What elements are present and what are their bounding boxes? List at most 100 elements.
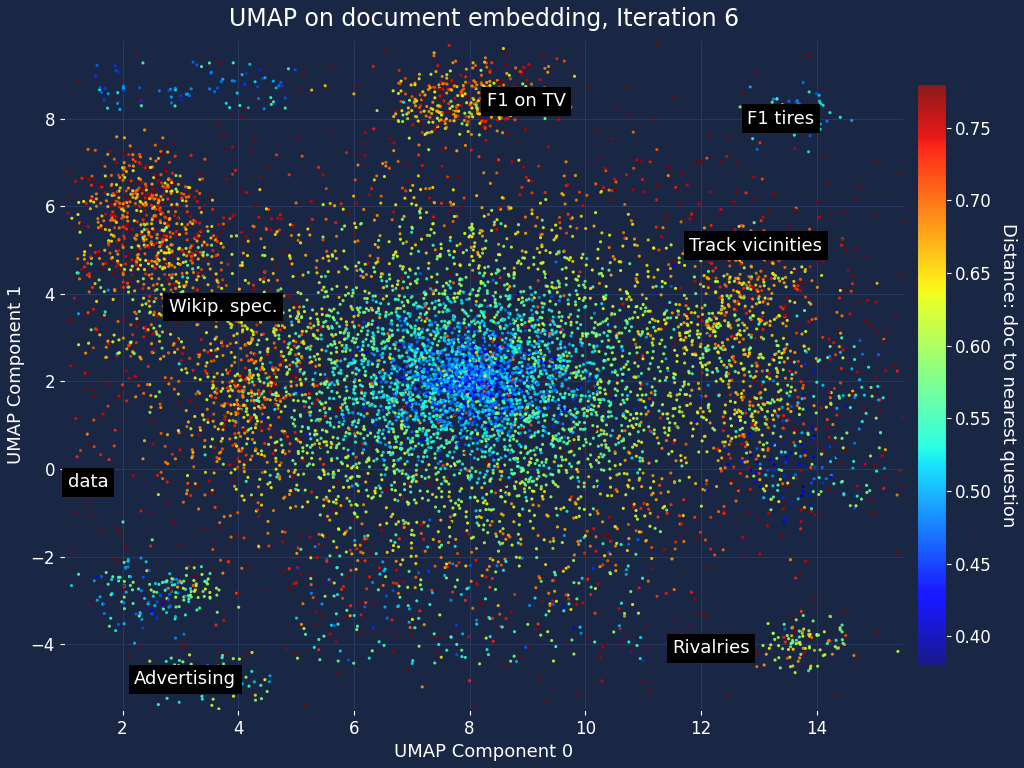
Point xyxy=(605,250,622,263)
Point xyxy=(412,417,428,429)
Point xyxy=(348,451,365,463)
Point xyxy=(208,331,224,343)
Point xyxy=(468,374,484,386)
Point xyxy=(382,415,398,428)
Point xyxy=(157,177,173,189)
Point xyxy=(476,210,493,223)
Point xyxy=(367,375,383,387)
Point xyxy=(831,292,848,304)
Point xyxy=(434,347,451,359)
Point xyxy=(738,470,755,482)
Point xyxy=(441,358,458,370)
Point xyxy=(526,359,543,372)
Point xyxy=(191,202,208,214)
Point xyxy=(527,346,544,359)
Point xyxy=(497,363,513,376)
Point xyxy=(648,455,665,467)
Point xyxy=(580,328,596,340)
Point xyxy=(477,378,494,390)
Point xyxy=(505,329,521,341)
Point xyxy=(52,316,69,328)
Point xyxy=(437,395,454,407)
Point xyxy=(262,312,279,324)
Point xyxy=(91,253,108,265)
Point xyxy=(475,392,492,404)
Point xyxy=(161,594,177,606)
Point xyxy=(195,676,211,688)
Point xyxy=(725,341,741,353)
Point xyxy=(372,561,388,574)
Point xyxy=(399,379,416,392)
Point xyxy=(572,266,589,278)
Point xyxy=(451,384,467,396)
Point xyxy=(455,371,471,383)
Point xyxy=(338,147,354,159)
Point xyxy=(419,273,435,285)
Point xyxy=(500,427,516,439)
Point xyxy=(390,391,407,403)
Point xyxy=(323,442,339,454)
Point xyxy=(435,460,452,472)
Point xyxy=(246,676,262,688)
Point xyxy=(416,397,432,409)
Point xyxy=(456,382,472,394)
Point xyxy=(453,365,469,377)
Point xyxy=(191,602,208,614)
Point xyxy=(335,409,351,421)
Point xyxy=(81,174,97,186)
Point xyxy=(441,39,458,51)
Point xyxy=(401,738,418,750)
Point xyxy=(485,77,502,89)
Point xyxy=(439,393,456,406)
Point xyxy=(325,362,341,374)
Point xyxy=(384,356,400,369)
Point xyxy=(482,376,499,389)
Point xyxy=(452,346,468,359)
Point xyxy=(453,335,469,347)
Point xyxy=(476,400,493,412)
Point xyxy=(446,80,463,92)
Point xyxy=(464,377,480,389)
Point xyxy=(512,339,528,351)
Point xyxy=(757,418,773,430)
Point xyxy=(641,362,657,375)
Point xyxy=(361,571,378,583)
Point xyxy=(684,348,700,360)
Point xyxy=(230,588,247,600)
Point xyxy=(500,85,516,98)
Point xyxy=(417,380,433,392)
Point xyxy=(529,454,546,466)
Point xyxy=(688,349,705,361)
Point xyxy=(440,349,457,361)
Point xyxy=(179,469,196,482)
Point xyxy=(167,84,183,96)
Point xyxy=(190,503,207,515)
Point xyxy=(325,250,341,263)
Point xyxy=(530,402,547,414)
Point xyxy=(386,467,402,479)
Point xyxy=(197,434,213,446)
Point xyxy=(497,336,513,349)
Point xyxy=(472,118,488,130)
Point xyxy=(673,333,689,346)
Point xyxy=(147,193,164,205)
Point xyxy=(564,212,581,224)
Point xyxy=(529,243,546,255)
Point xyxy=(523,339,540,352)
Point xyxy=(431,380,447,392)
Point xyxy=(504,342,520,354)
Point xyxy=(838,400,854,412)
Point xyxy=(157,141,173,153)
Point xyxy=(333,364,349,376)
Point xyxy=(446,92,463,104)
Point xyxy=(631,435,647,447)
Point xyxy=(487,359,504,372)
Point xyxy=(500,339,516,351)
Point xyxy=(484,349,501,362)
Point xyxy=(822,397,839,409)
Point xyxy=(466,367,482,379)
Point xyxy=(266,300,283,313)
Point xyxy=(834,239,850,251)
Point xyxy=(582,356,598,369)
Point xyxy=(439,303,456,316)
